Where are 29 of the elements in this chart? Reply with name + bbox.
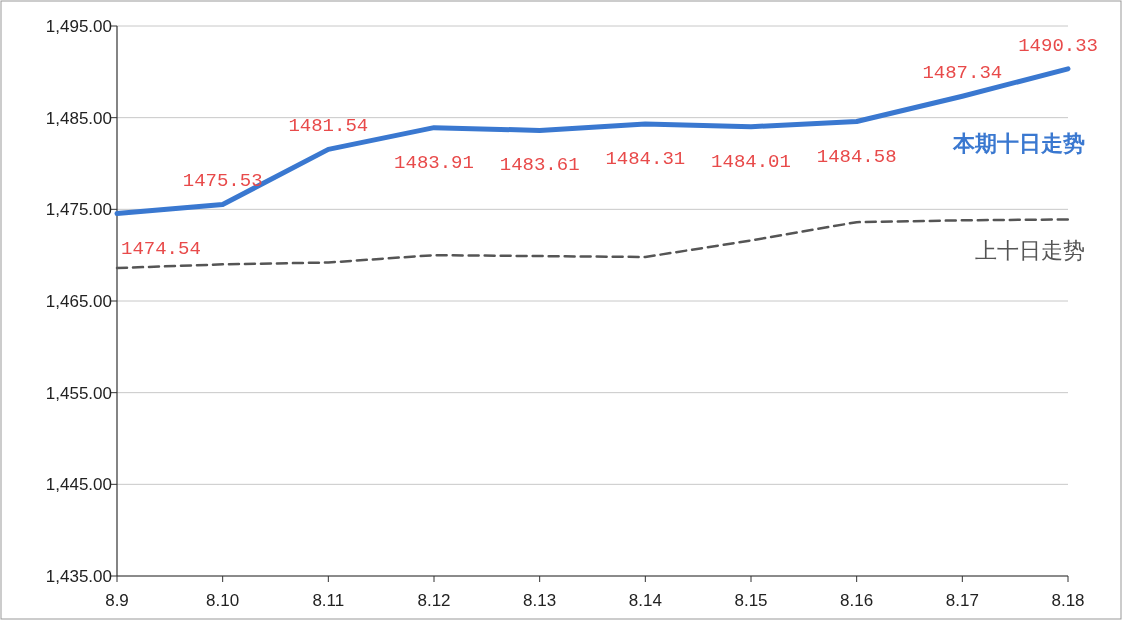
data-label: 1484.31 — [605, 147, 686, 170]
x-tick-label: 8.10 — [206, 591, 240, 610]
y-tick-label: 1,465.00 — [45, 292, 112, 311]
data-label: 1474.54 — [121, 237, 201, 260]
y-tick-label: 1,445.00 — [45, 475, 112, 495]
x-tick-label: 8.17 — [945, 591, 979, 610]
x-tick-label: 8.13 — [523, 591, 557, 610]
y-tick-label: 1,485.00 — [45, 108, 112, 128]
y-tick-label: 1,475.00 — [45, 200, 112, 220]
x-tick-label: 8.14 — [628, 591, 662, 610]
y-tick-label: 1,435.00 — [45, 567, 112, 586]
x-tick-label: 8.16 — [840, 591, 874, 610]
x-tick-label: 8.12 — [417, 591, 451, 610]
y-tick-label: 1,495.00 — [45, 17, 112, 36]
data-label: 1490.33 — [1018, 34, 1098, 57]
x-tick-label: 8.18 — [1051, 591, 1085, 610]
y-tick-label: 1,455.00 — [45, 383, 112, 403]
x-tick-label: 8.9 — [105, 591, 129, 610]
x-tick-label: 8.15 — [734, 591, 768, 610]
data-label: 1487.34 — [922, 62, 1003, 85]
data-label: 1483.91 — [394, 151, 474, 174]
series-label: 上十日走势 — [975, 238, 1085, 264]
data-label: 1484.01 — [711, 150, 791, 173]
data-label: 1484.58 — [816, 145, 897, 168]
x-tick-label: 8.11 — [312, 591, 345, 610]
data-label: 1475.53 — [182, 170, 263, 193]
series-label: 本期十日走势 — [952, 130, 1085, 156]
data-label: 1483.61 — [499, 154, 580, 177]
data-label: 1481.54 — [288, 115, 369, 138]
